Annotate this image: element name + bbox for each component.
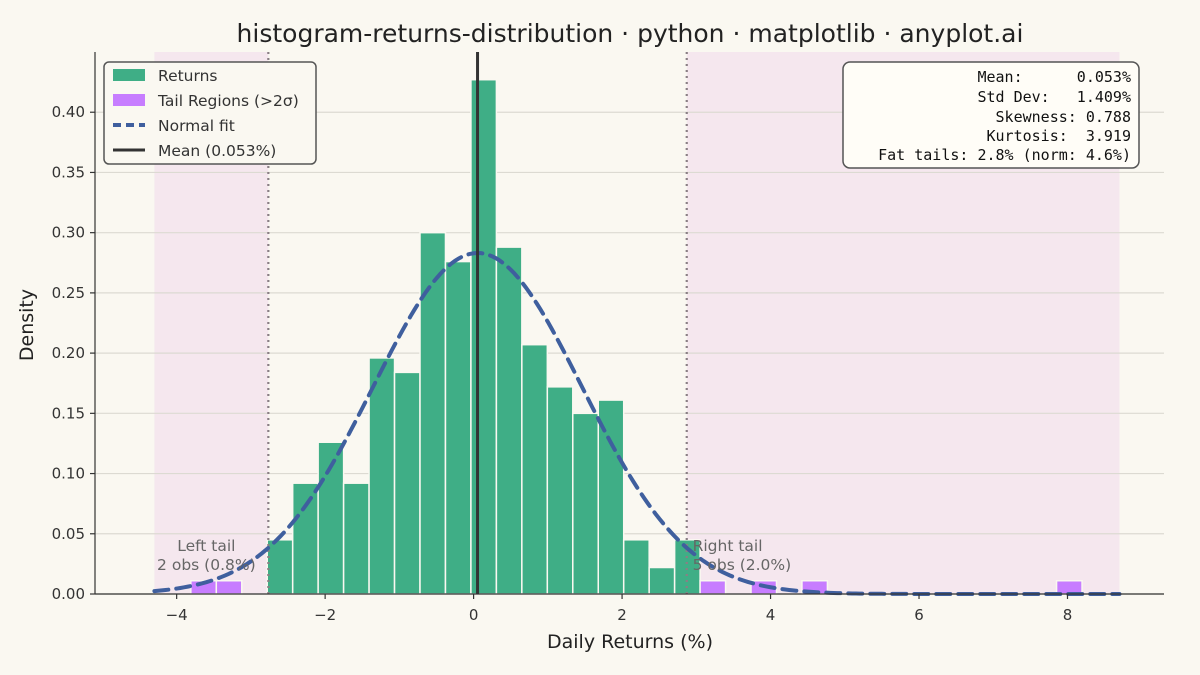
x-tick-label-5: 6 [914, 606, 924, 624]
returns-bar-9 [495, 246, 523, 595]
tail-bar-2 [699, 580, 727, 595]
returns-bar-10 [521, 343, 549, 595]
legend-swatch-returns [113, 69, 145, 81]
returns-bar-15 [648, 566, 676, 595]
x-tick-label-6: 8 [1063, 606, 1073, 624]
returns-bar-1 [291, 482, 319, 595]
stats-line-fat-tails: Fat tails: 2.8% (norm: 4.6%) [878, 146, 1131, 164]
stats-box: Mean: 0.053% Std Dev: 1.409% Skewness: 0… [842, 61, 1140, 169]
x-tick-label-3: 2 [617, 606, 627, 624]
y-tick-label-5: 0.25 [52, 284, 85, 302]
legend-label-mean: Mean (0.053%) [158, 142, 276, 160]
y-tick-label-1: 0.05 [52, 525, 85, 543]
y-tick-label-2: 0.10 [52, 465, 85, 483]
returns-bar-4 [368, 357, 396, 595]
left-tail-annotation-line-1: 2 obs (0.8%) [157, 556, 256, 574]
returns-bar-14 [622, 539, 650, 595]
legend-label-returns: Returns [158, 67, 218, 85]
x-tick-label-2: 0 [469, 606, 479, 624]
legend-label-normal-fit: Normal fit [158, 117, 235, 135]
tail-bar-1 [215, 580, 243, 595]
x-tick-label-1: −2 [314, 606, 336, 624]
returns-bar-8 [470, 78, 498, 595]
axes-layer [94, 52, 1164, 595]
y-tick-label-3: 0.15 [52, 404, 85, 422]
stats-box-frame [842, 61, 1140, 169]
returns-bar-7 [444, 260, 472, 595]
right-tail-annotation-line-0: Right tail [693, 537, 763, 555]
returns-bars-layer [266, 78, 701, 595]
x-tick-label-0: −4 [166, 606, 188, 624]
legend-box [103, 61, 317, 165]
returns-bar-12 [572, 412, 599, 595]
returns-bar-6 [419, 231, 447, 595]
returns-bar-0 [266, 539, 294, 595]
grid-layer [95, 111, 1164, 595]
left-tail-annotation-line-0: Left tail [177, 537, 235, 555]
chart-title: histogram-returns-distribution · python … [237, 19, 1024, 48]
y-tick-label-0: 0.00 [52, 585, 85, 603]
right-tail-annotation-line-1: 5 obs (2.0%) [693, 556, 792, 574]
y-tick-label-8: 0.40 [52, 103, 85, 121]
y-axis-label: Density [16, 289, 38, 361]
stats-line-mean: Mean: 0.053% [977, 68, 1131, 86]
stats-line-std-dev: Std Dev: 1.409% [977, 88, 1131, 106]
y-tick-label-4: 0.20 [52, 344, 85, 362]
returns-bar-3 [342, 482, 370, 595]
returns-bar-11 [546, 386, 574, 595]
y-tick-label-6: 0.30 [52, 224, 85, 242]
legend-swatch-tail-regions [113, 94, 145, 106]
returns-bar-5 [393, 371, 421, 595]
x-tick-label-4: 4 [766, 606, 776, 624]
legend: Returns Tail Regions (>2σ) Normal fit Me… [103, 61, 317, 165]
ticks-layer: −4 −2 0 2 4 6 8 0.00 0.05 0.10 0.15 0.20 0.25 0.30 0.3… [52, 103, 1073, 624]
returns-bar-13 [597, 399, 625, 595]
legend-label-tail-regions: Tail Regions (>2σ) [157, 92, 299, 110]
stats-line-kurtosis: Kurtosis: 3.919 [987, 127, 1132, 145]
x-axis-label: Daily Returns (%) [547, 631, 713, 653]
stats-line-skewness: Skewness: 0.788 [996, 108, 1131, 126]
y-tick-label-7: 0.35 [52, 163, 85, 181]
